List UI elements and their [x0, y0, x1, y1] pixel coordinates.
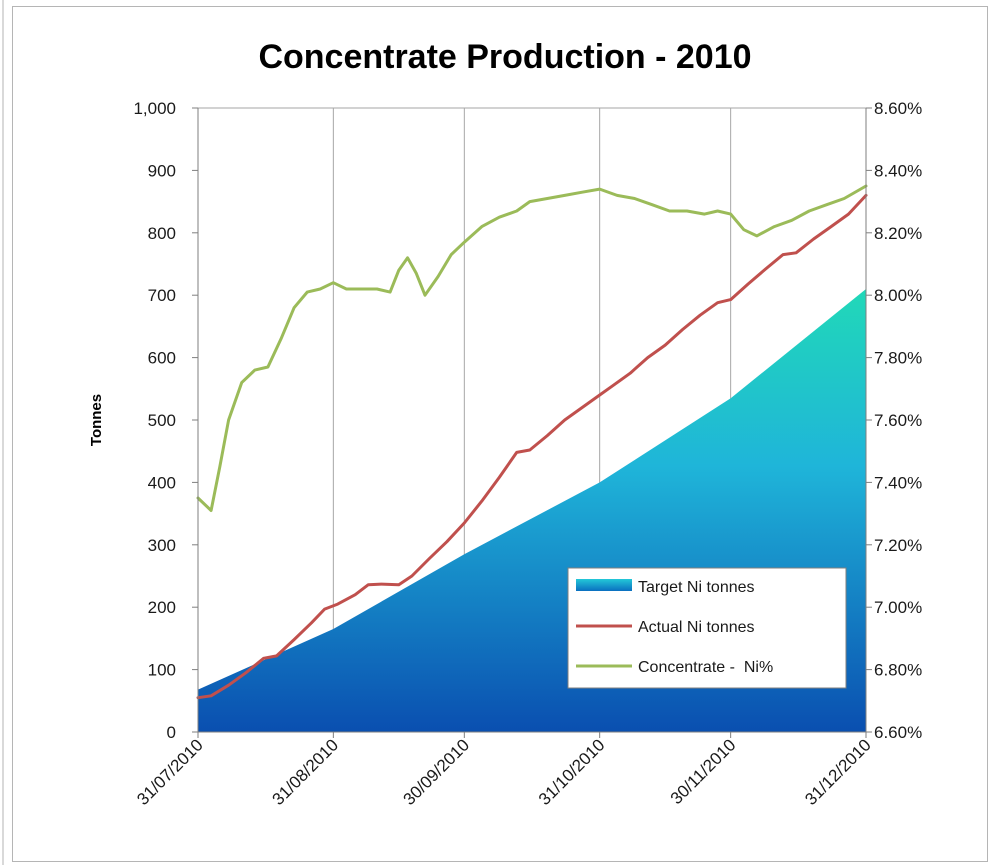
- x-tick-label: 31/12/2010: [801, 735, 875, 809]
- x-tick-label: 30/09/2010: [400, 735, 474, 809]
- x-tick-label: 31/07/2010: [133, 735, 207, 809]
- x-tick-label: 31/10/2010: [535, 735, 609, 809]
- right-tick-label: 7.00%: [874, 598, 922, 617]
- right-tick-label: 7.80%: [874, 349, 922, 368]
- chart-title: Concentrate Production - 2010: [258, 38, 751, 76]
- legend-label-target: Target Ni tonnes: [638, 579, 755, 596]
- legend-label-actual: Actual Ni tonnes: [638, 619, 755, 636]
- x-tick-label: 30/11/2010: [667, 735, 740, 808]
- right-tick-label: 8.20%: [874, 224, 922, 243]
- left-tick-label: 100: [148, 661, 176, 680]
- x-axis-tick-labels: 31/07/2010 31/08/2010 30/09/2010 31/10/2010…: [133, 735, 875, 809]
- right-tick-label: 8.00%: [874, 286, 922, 305]
- left-axis-tick-labels: 0 100 200 300 400 500 600 700 800 900 1,000: [133, 99, 176, 742]
- right-tick-label: 8.60%: [874, 99, 922, 118]
- left-tick-label: 500: [148, 411, 176, 430]
- axes: [192, 107, 872, 738]
- legend-label-concentrate: Concentrate - Ni%: [638, 659, 773, 676]
- chart-legend: Target Ni tonnes Actual Ni tonnes Concen…: [567, 567, 847, 689]
- left-tick-label: 600: [148, 349, 176, 368]
- left-tick-label: 0: [167, 723, 176, 742]
- actual-ni-tonnes-line: [196, 193, 868, 700]
- right-tick-label: 7.40%: [874, 473, 922, 492]
- right-axis-tick-labels: 6.60% 6.80% 7.00% 7.20% 7.40% 7.60% 7.80% 8.00%…: [874, 99, 922, 742]
- right-tick-label: 7.60%: [874, 411, 922, 430]
- page-divider: [2, 0, 4, 865]
- left-tick-label: 900: [148, 161, 176, 180]
- left-tick-label: 1,000: [133, 99, 176, 118]
- y-axis-title: Tonnes: [88, 394, 105, 446]
- left-tick-label: 300: [148, 536, 176, 555]
- legend-swatch-target: [576, 579, 632, 591]
- right-tick-label: 6.60%: [874, 723, 922, 742]
- left-tick-label: 700: [148, 286, 176, 305]
- right-tick-label: 6.80%: [874, 661, 922, 680]
- line-series-layer: [196, 184, 868, 700]
- left-tick-label: 200: [148, 598, 176, 617]
- right-tick-label: 8.40%: [874, 161, 922, 180]
- x-tick-label: 31/08/2010: [269, 735, 343, 809]
- concentrate-ni-percent-line: [196, 184, 868, 512]
- right-tick-label: 7.20%: [874, 536, 922, 555]
- left-tick-label: 400: [148, 473, 176, 492]
- left-tick-label: 800: [148, 224, 176, 243]
